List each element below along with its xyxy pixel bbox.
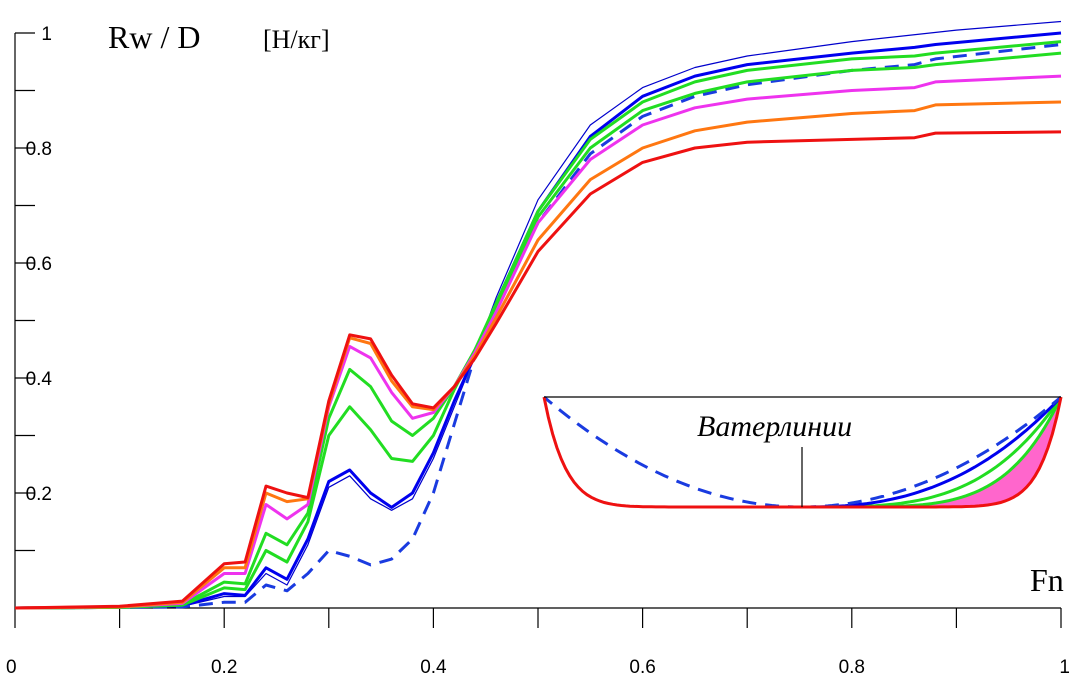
x-tick-label: 0.6: [629, 657, 655, 677]
inset-dashed-right: [802, 395, 1062, 509]
series-line-5: [14, 51, 1062, 610]
y-axis-unit: [Н/кг]: [263, 25, 330, 54]
series-line-7: [14, 100, 1062, 610]
y-tick-label: 0.6: [26, 254, 52, 275]
inset-red-left: [542, 396, 802, 509]
x-tick-label: 1: [1059, 657, 1070, 677]
series-line-2: [14, 31, 1062, 610]
x-tick-label: 0: [6, 657, 17, 677]
y-axis-label: Rw / D: [108, 19, 200, 55]
waterline-inset: [542, 395, 1063, 509]
inset-red-right: [802, 396, 1063, 509]
series-line-6: [14, 74, 1062, 610]
inset-dashed-left: [543, 395, 802, 509]
y-tick-label: 0.8: [26, 139, 52, 160]
series-group: [14, 20, 1062, 610]
y-tick-label: 0.4: [26, 369, 53, 390]
x-tick-label: 0.4: [420, 657, 447, 677]
y-tick-label: 0.2: [26, 484, 52, 505]
inset-label: Ватерлинии: [697, 410, 852, 443]
x-tick-label: 0.8: [839, 657, 865, 677]
series-line-8: [14, 130, 1062, 610]
x-axis-label: Fn: [1030, 562, 1064, 598]
axes: 0 0.2 0.4 0.6 0.8 1 0.2 0.4 0.6 0.8 1: [6, 24, 1070, 677]
x-tick-label: 0.2: [211, 657, 237, 677]
series-line-1: [14, 20, 1062, 609]
series-line-4: [14, 40, 1062, 610]
y-tick-label: 1: [41, 24, 52, 45]
series-line-3: [14, 43, 1062, 610]
